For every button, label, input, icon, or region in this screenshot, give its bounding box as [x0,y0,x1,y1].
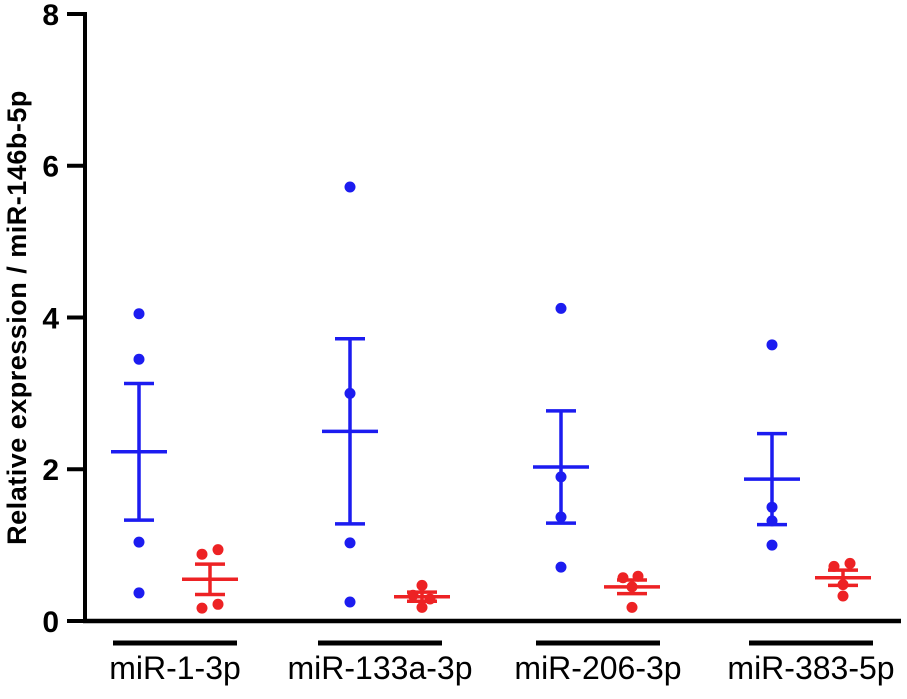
category-label: miR-133a-3p [288,650,473,686]
category-label: miR-1-3p [109,650,241,686]
data-point-red-series [212,544,224,556]
y-axis-title: Relative expression / miR-146b-5p [2,90,32,545]
data-point-red-series [844,557,856,569]
data-point-blue-series [555,561,567,573]
data-point-blue-series [133,536,145,548]
data-point-red-series [837,590,849,602]
data-point-red-series [196,548,208,560]
data-point-blue-series [133,353,145,365]
data-point-blue-series [555,302,567,314]
data-point-red-series [416,579,428,591]
data-point-blue-series [344,181,356,193]
data-point-red-series [196,602,208,614]
data-point-blue-series [344,537,356,549]
data-point-blue-series [133,587,145,599]
y-tick-label: 0 [42,606,59,639]
data-point-blue-series [344,596,356,608]
data-point-red-series [212,598,224,610]
data-point-blue-series [766,539,778,551]
y-tick-label: 6 [42,151,59,184]
y-tick-label: 2 [42,454,59,487]
data-point-blue-series [133,308,145,320]
y-tick-label: 4 [42,302,59,335]
category-label: miR-383-5p [727,650,894,686]
data-point-red-series [416,601,428,613]
data-point-blue-series [766,339,778,351]
data-point-red-series [626,601,638,613]
category-label: miR-206-3p [514,650,681,686]
y-tick-label: 8 [42,0,59,32]
